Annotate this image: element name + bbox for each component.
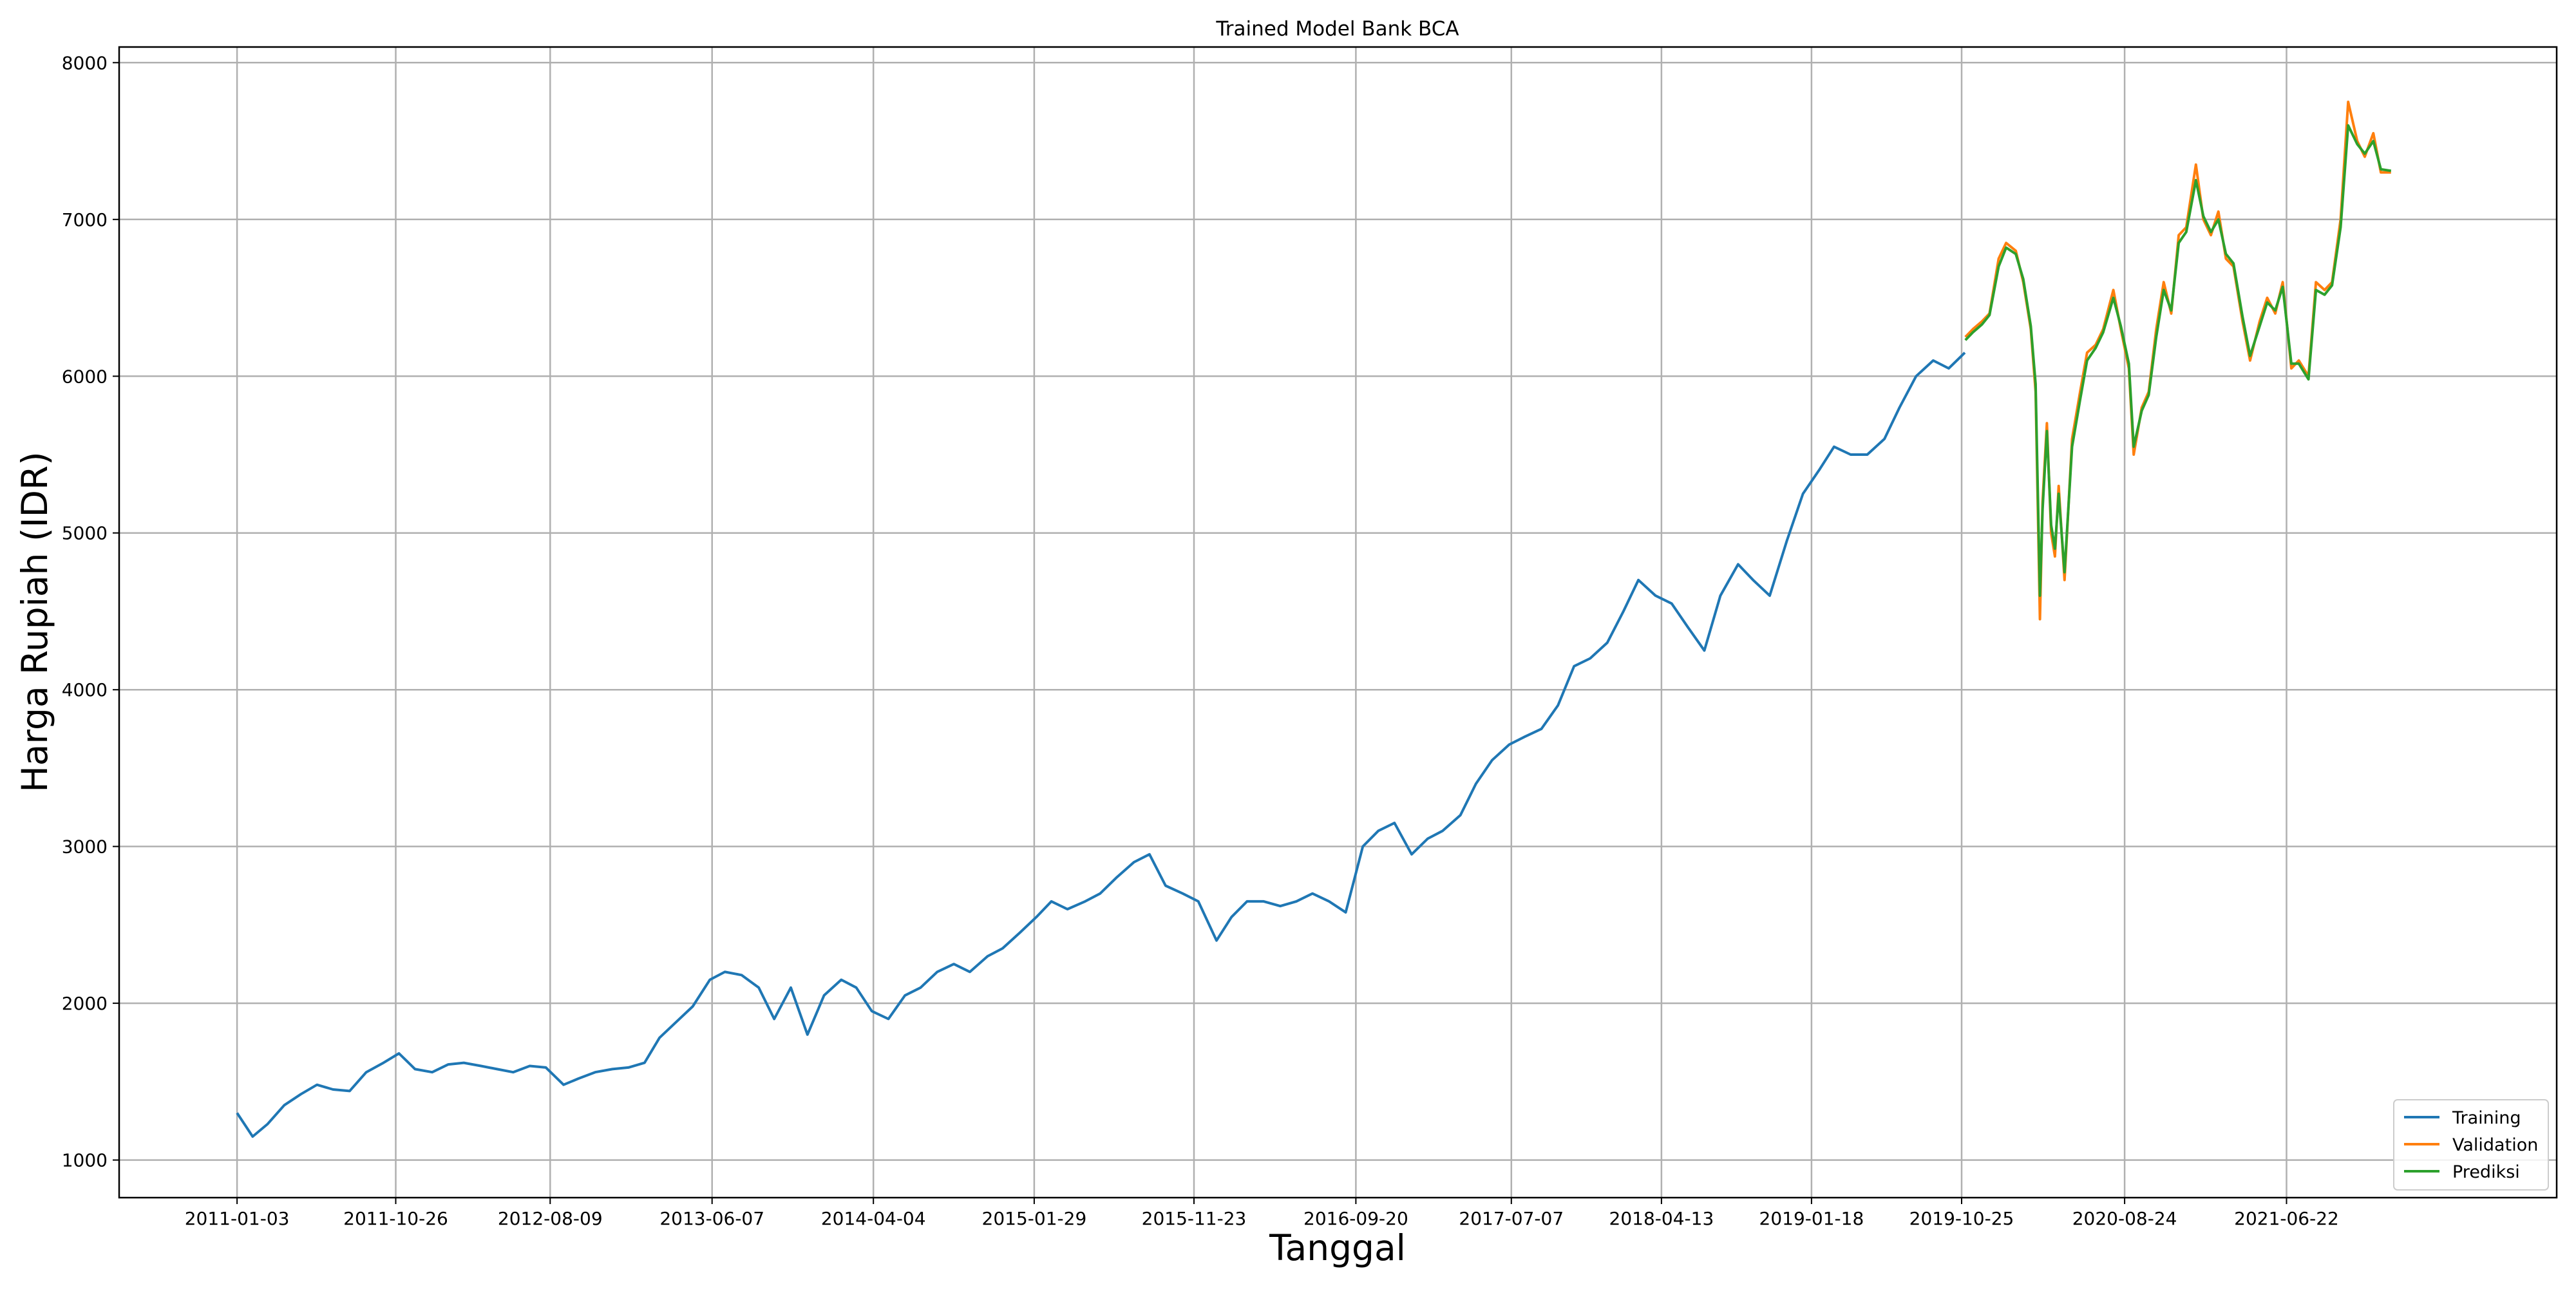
x-tick-label: 2021-06-22 bbox=[2234, 1208, 2339, 1229]
x-tick-label: 2013-06-07 bbox=[659, 1208, 764, 1229]
y-tick-label: 8000 bbox=[62, 52, 108, 73]
legend-box bbox=[2393, 1099, 2549, 1191]
x-tick-label: 2015-01-29 bbox=[982, 1208, 1087, 1229]
grid-lines bbox=[119, 47, 2557, 1198]
legend-label-prediksi: Prediksi bbox=[2452, 1162, 2520, 1182]
y-tick-label: 7000 bbox=[62, 209, 108, 231]
x-tick-label: 2018-04-13 bbox=[1609, 1208, 1714, 1229]
x-axis-label: Tanggal bbox=[1269, 1227, 1406, 1268]
y-tick-label: 6000 bbox=[62, 366, 108, 387]
x-tick-label: 2016-09-20 bbox=[1303, 1208, 1408, 1229]
legend-label-training: Training bbox=[2452, 1108, 2521, 1128]
plot-frame bbox=[118, 46, 2558, 1199]
x-tick-label: 2011-10-26 bbox=[343, 1208, 448, 1229]
y-tick-label: 5000 bbox=[62, 523, 108, 544]
x-tick-label: 2012-08-09 bbox=[498, 1208, 603, 1229]
series-line-training bbox=[236, 352, 1966, 1138]
chart-title: Trained Model Bank BCA bbox=[1215, 17, 1459, 41]
x-tick-label: 2014-04-04 bbox=[821, 1208, 926, 1229]
x-tick-label: 2017-07-07 bbox=[1459, 1208, 1564, 1229]
x-tick-label: 2011-01-03 bbox=[185, 1208, 290, 1229]
legend: Training Validation Prediksi bbox=[2393, 1099, 2549, 1191]
x-tick-label: 2020-08-24 bbox=[2072, 1208, 2177, 1229]
series-line-prediksi bbox=[1964, 124, 2392, 598]
x-tick-label: 2019-01-18 bbox=[1759, 1208, 1864, 1229]
y-axis-label: Harga Rupiah (IDR) bbox=[14, 451, 55, 792]
y-tick-label: 3000 bbox=[62, 836, 108, 858]
y-tick-label: 1000 bbox=[62, 1150, 108, 1171]
data-series bbox=[236, 100, 2392, 1138]
legend-label-validation: Validation bbox=[2452, 1135, 2538, 1155]
x-tick-label: 2019-10-25 bbox=[1909, 1208, 2014, 1229]
x-tick-label: 2015-11-23 bbox=[1142, 1208, 1247, 1229]
y-tick-label: 4000 bbox=[62, 679, 108, 701]
axis-ticks: 2011-01-03 2011-10-26 2012-08-09 2013-06-07… bbox=[62, 52, 2339, 1229]
y-tick-label: 2000 bbox=[62, 993, 108, 1014]
